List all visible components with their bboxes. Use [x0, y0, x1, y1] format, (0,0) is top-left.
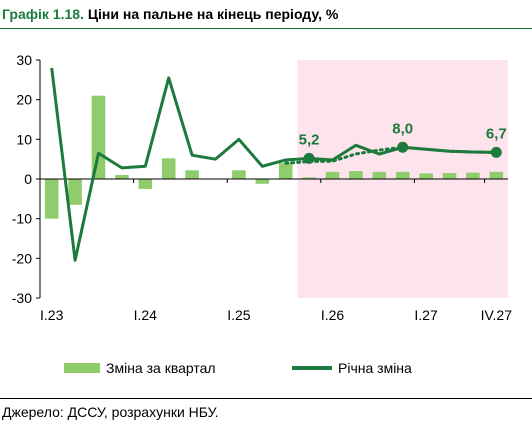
- legend-item-line: Річна зміна: [292, 360, 412, 376]
- bar: [278, 163, 293, 179]
- legend-bar-swatch: [64, 363, 100, 373]
- bar: [466, 172, 480, 179]
- y-tick-label: -20: [12, 250, 32, 266]
- x-tick-label: I.27: [414, 307, 438, 323]
- y-tick-label: 20: [16, 92, 32, 108]
- y-tick-label: -10: [12, 211, 32, 227]
- series-line: [50, 67, 497, 262]
- bar: [419, 173, 433, 179]
- x-tick-label: I.25: [227, 307, 251, 323]
- bar: [395, 171, 410, 179]
- x-tick-label: IV.27: [481, 307, 513, 323]
- bar: [138, 179, 153, 189]
- x-tick-label: I.26: [321, 307, 345, 323]
- chart-title-number: Графік 1.18.: [2, 6, 84, 22]
- line-marker: [397, 141, 409, 153]
- legend-line-label: Річна зміна: [338, 360, 412, 376]
- line-marker: [490, 146, 502, 158]
- y-tick-label: 30: [16, 52, 32, 68]
- data-label: 5,2: [299, 131, 320, 148]
- source-divider: [0, 398, 532, 399]
- bar: [115, 175, 129, 179]
- y-tick-label: 0: [24, 171, 32, 187]
- line-marker: [303, 152, 315, 164]
- bar: [442, 173, 457, 179]
- y-tick-label: 10: [16, 131, 32, 147]
- bar: [185, 170, 199, 179]
- y-tick-label: -30: [12, 290, 32, 306]
- bar: [91, 95, 106, 179]
- bar: [489, 171, 504, 179]
- bar: [68, 179, 82, 205]
- bar: [44, 179, 59, 219]
- bar: [255, 179, 270, 184]
- legend-line-swatch: [292, 366, 332, 370]
- bar: [232, 170, 246, 179]
- bar: [302, 177, 316, 179]
- chart-title-text: Ціни на пальне на кінець періоду, %: [87, 6, 339, 22]
- chart-title: Графік 1.18. Ціни на пальне на кінець пе…: [2, 6, 338, 22]
- bar: [325, 171, 340, 179]
- bar: [161, 158, 176, 179]
- x-tick-label: I.23: [40, 307, 64, 323]
- data-label: 8,0: [392, 120, 413, 137]
- bar: [349, 171, 363, 179]
- bar: [372, 171, 387, 179]
- title-divider: [0, 28, 532, 29]
- x-tick-label: I.24: [134, 307, 158, 323]
- source-note: Джерело: ДССУ, розрахунки НБУ.: [2, 404, 219, 420]
- legend-bar-label: Зміна за квартал: [106, 360, 216, 376]
- data-label: 6,7: [486, 125, 507, 142]
- legend-item-bars: Зміна за квартал: [64, 360, 216, 376]
- chart-area: 30 20 10 0 -10 -20 -30 I.23 I.24 I.25 I.26 I.27 IV.2…: [12, 52, 513, 323]
